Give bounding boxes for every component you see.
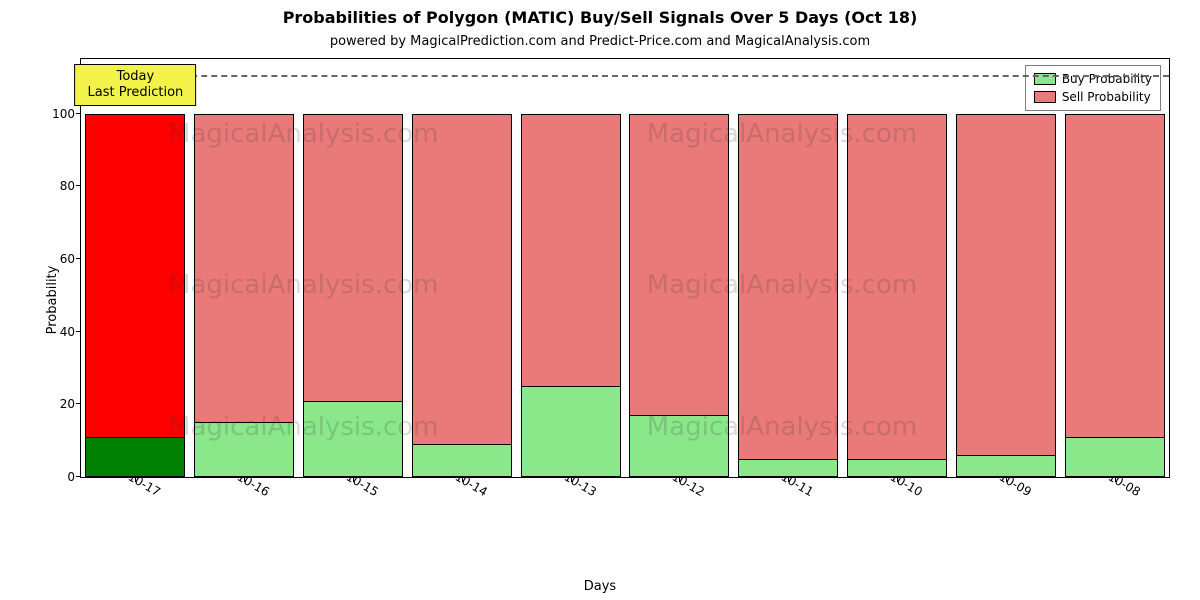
buy-bar: [847, 459, 947, 477]
y-tick-label: 60: [60, 252, 75, 266]
legend-item: Buy Probability: [1034, 70, 1152, 88]
sell-bar: [85, 114, 185, 477]
y-tick-label: 80: [60, 179, 75, 193]
buy-bar: [1065, 437, 1165, 477]
bar-group: 2024-10-12: [625, 59, 734, 477]
buy-bar: [521, 386, 621, 477]
chart-subtitle: powered by MagicalPrediction.com and Pre…: [0, 34, 1200, 49]
bar-group: 2024-10-16: [190, 59, 299, 477]
bar-group: 2024-10-15: [299, 59, 408, 477]
bar-group: 2024-10-11: [734, 59, 843, 477]
buy-bar: [194, 422, 294, 477]
sell-bar: [956, 114, 1056, 477]
sell-bar: [1065, 114, 1165, 477]
bar-group: 2024-10-17: [81, 59, 190, 477]
buy-bar: [629, 415, 729, 477]
buy-bar: [738, 459, 838, 477]
probability-chart: Probabilities of Polygon (MATIC) Buy/Sel…: [0, 0, 1200, 600]
bar-group: 2024-10-08: [1060, 59, 1169, 477]
plot-area: 0204060801002024-10-172024-10-162024-10-…: [80, 58, 1170, 478]
legend: Buy ProbabilitySell Probability: [1025, 65, 1161, 111]
bar-group: 2024-10-13: [516, 59, 625, 477]
reference-line: [81, 75, 1169, 77]
legend-item: Sell Probability: [1034, 88, 1152, 106]
buy-bar: [303, 401, 403, 477]
today-annotation: TodayLast Prediction: [74, 64, 196, 107]
bar-group: 2024-10-14: [407, 59, 516, 477]
buy-bar: [85, 437, 185, 477]
legend-swatch: [1034, 91, 1056, 103]
sell-bar: [847, 114, 947, 477]
y-tick-label: 40: [60, 325, 75, 339]
y-tick-label: 100: [52, 107, 75, 121]
legend-label: Sell Probability: [1062, 88, 1151, 106]
bar-group: 2024-10-10: [843, 59, 952, 477]
y-tick-label: 0: [67, 470, 75, 484]
today-annotation-line1: Today: [87, 69, 183, 85]
sell-bar: [412, 114, 512, 477]
buy-bar: [412, 444, 512, 477]
buy-bar: [956, 455, 1056, 477]
y-axis-label: Probability: [45, 266, 60, 335]
x-axis-label: Days: [0, 579, 1200, 594]
legend-label: Buy Probability: [1062, 70, 1152, 88]
y-tick-label: 20: [60, 397, 75, 411]
sell-bar: [738, 114, 838, 477]
bar-group: 2024-10-09: [951, 59, 1060, 477]
today-annotation-line2: Last Prediction: [87, 85, 183, 101]
chart-title: Probabilities of Polygon (MATIC) Buy/Sel…: [0, 8, 1200, 27]
